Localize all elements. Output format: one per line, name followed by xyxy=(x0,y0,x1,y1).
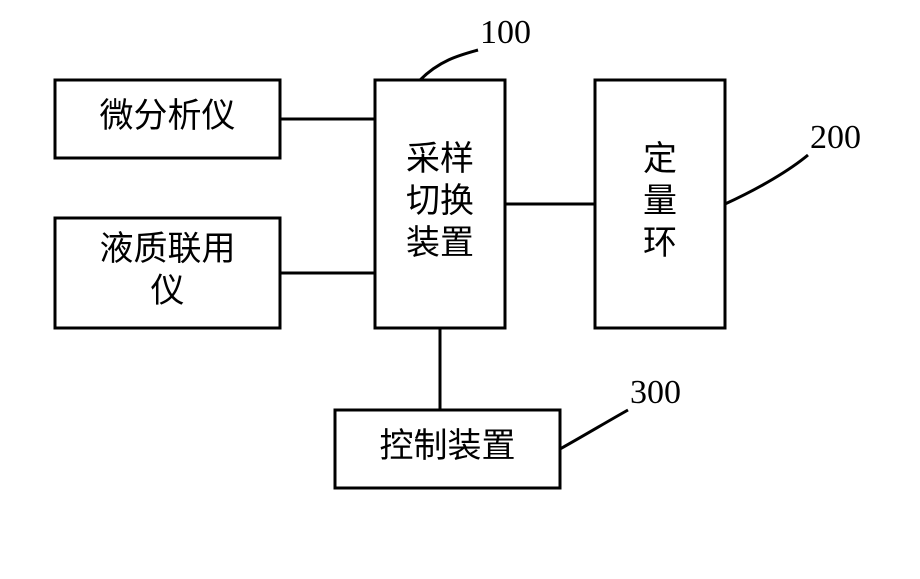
node-label-quant_loop-0: 定 xyxy=(643,140,677,178)
node-label-sampling_switch-0: 采样 xyxy=(406,140,474,178)
node-label-quant_loop-1: 量 xyxy=(643,183,677,220)
callout-lead-300 xyxy=(560,410,628,449)
node-label-controller-0: 控制装置 xyxy=(380,427,516,465)
callout-text-300: 300 xyxy=(630,374,681,411)
node-label-micro_analyzer-0: 微分析仪 xyxy=(100,97,236,135)
node-label-lcms-1: 仪 xyxy=(151,273,185,310)
callout-lead-200 xyxy=(725,155,808,204)
node-label-lcms-0: 液质联用 xyxy=(100,230,236,268)
node-label-sampling_switch-1: 切换 xyxy=(406,182,474,220)
callout-lead-100 xyxy=(420,50,478,80)
callout-text-100: 100 xyxy=(480,14,531,51)
node-label-sampling_switch-2: 装置 xyxy=(406,224,474,262)
callout-text-200: 200 xyxy=(810,119,861,156)
node-label-quant_loop-2: 环 xyxy=(643,225,677,262)
